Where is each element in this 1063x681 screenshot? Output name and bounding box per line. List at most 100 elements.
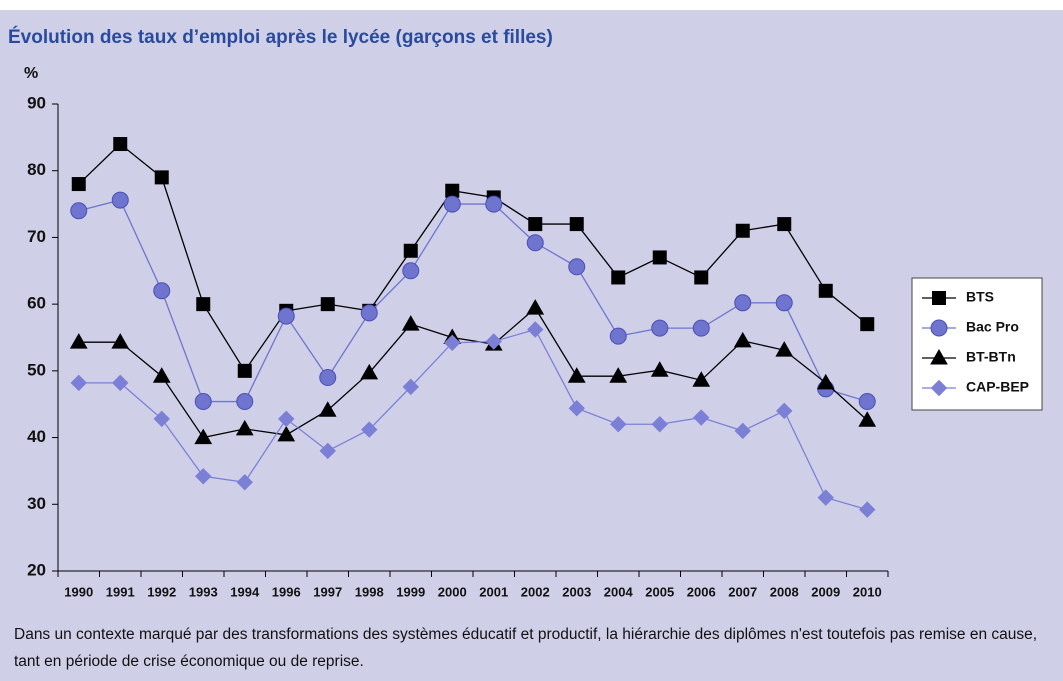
point [568, 258, 586, 276]
legend-label: Bac Pro [966, 319, 1019, 335]
x-tick-label: 2009 [811, 584, 840, 599]
point [692, 319, 710, 337]
point [650, 361, 669, 377]
point [568, 400, 585, 417]
point [651, 319, 669, 337]
series [70, 191, 876, 411]
y-tick-label: 70 [27, 227, 46, 246]
series-line [78, 307, 868, 439]
point [361, 421, 378, 438]
x-tick-label: 2003 [562, 584, 591, 599]
point [194, 393, 212, 411]
x-tick-label: 1992 [147, 584, 176, 599]
point [858, 411, 877, 427]
point [694, 270, 709, 285]
point [195, 468, 212, 485]
y-tick-label: 20 [27, 560, 46, 579]
point [609, 367, 628, 383]
x-tick-label: 2000 [438, 584, 467, 599]
point [236, 393, 254, 411]
point [567, 367, 586, 383]
point [277, 307, 295, 325]
point [445, 183, 460, 198]
x-tick-label: 1998 [355, 584, 384, 599]
y-tick-label: 30 [27, 494, 46, 513]
y-tick-label: 60 [27, 294, 46, 313]
point [485, 195, 503, 213]
point [70, 374, 87, 392]
top-band [0, 0, 1063, 10]
point [733, 331, 752, 348]
point [443, 195, 461, 213]
point [153, 410, 170, 428]
point [236, 474, 253, 491]
x-tick-label: 2004 [604, 584, 634, 599]
point [71, 177, 86, 192]
point [360, 363, 379, 380]
point [735, 223, 750, 238]
y-tick-label: 80 [27, 160, 46, 179]
x-tick-label: 1994 [230, 584, 260, 599]
legend-marker [930, 319, 948, 337]
y-axis-label: % [24, 65, 38, 82]
point [320, 297, 335, 312]
point [858, 393, 876, 411]
x-tick-label: 1993 [189, 584, 218, 599]
point [775, 294, 793, 312]
point [817, 489, 834, 506]
legend-label: BT-BTn [966, 349, 1016, 365]
x-tick-label: 2007 [728, 584, 757, 599]
point [775, 341, 794, 357]
legend-label: CAP-BEP [966, 379, 1029, 395]
x-tick-label: 2001 [479, 584, 508, 599]
x-tick-label: 2006 [687, 584, 716, 599]
point [734, 294, 752, 312]
point [569, 217, 584, 232]
point [777, 217, 792, 232]
series [70, 321, 876, 518]
point [526, 234, 544, 252]
point [693, 409, 710, 426]
point [111, 333, 130, 349]
point [485, 333, 502, 350]
point [610, 416, 627, 433]
point [444, 334, 461, 352]
point [816, 373, 835, 390]
point [402, 262, 420, 280]
point [113, 137, 128, 152]
point [528, 217, 543, 232]
point [318, 401, 337, 417]
point [611, 270, 626, 285]
point [403, 243, 418, 258]
x-tick-label: 1990 [64, 584, 93, 599]
point [527, 321, 544, 338]
series [69, 299, 877, 445]
x-tick-label: 2005 [645, 584, 674, 599]
footnote: Dans un contexte marqué par des transfor… [14, 626, 1038, 670]
point [111, 191, 129, 209]
x-tick-label: 1991 [106, 584, 135, 599]
x-tick-label: 2002 [521, 584, 550, 599]
series-line [78, 328, 868, 511]
point [776, 402, 793, 420]
point [360, 304, 378, 322]
point [70, 202, 88, 220]
point [278, 410, 295, 428]
point [734, 422, 751, 440]
point [196, 297, 211, 312]
point [69, 333, 88, 349]
point [235, 419, 254, 436]
legend-label: BTS [966, 289, 994, 305]
point [651, 416, 668, 433]
point [112, 374, 129, 392]
point [237, 363, 252, 378]
point [319, 442, 336, 460]
x-tick-label: 2010 [853, 584, 882, 599]
legend-marker [932, 291, 946, 305]
point [153, 282, 171, 300]
legend-marker [930, 379, 948, 397]
legend-marker [930, 348, 948, 365]
x-tick-label: 1999 [396, 584, 425, 599]
